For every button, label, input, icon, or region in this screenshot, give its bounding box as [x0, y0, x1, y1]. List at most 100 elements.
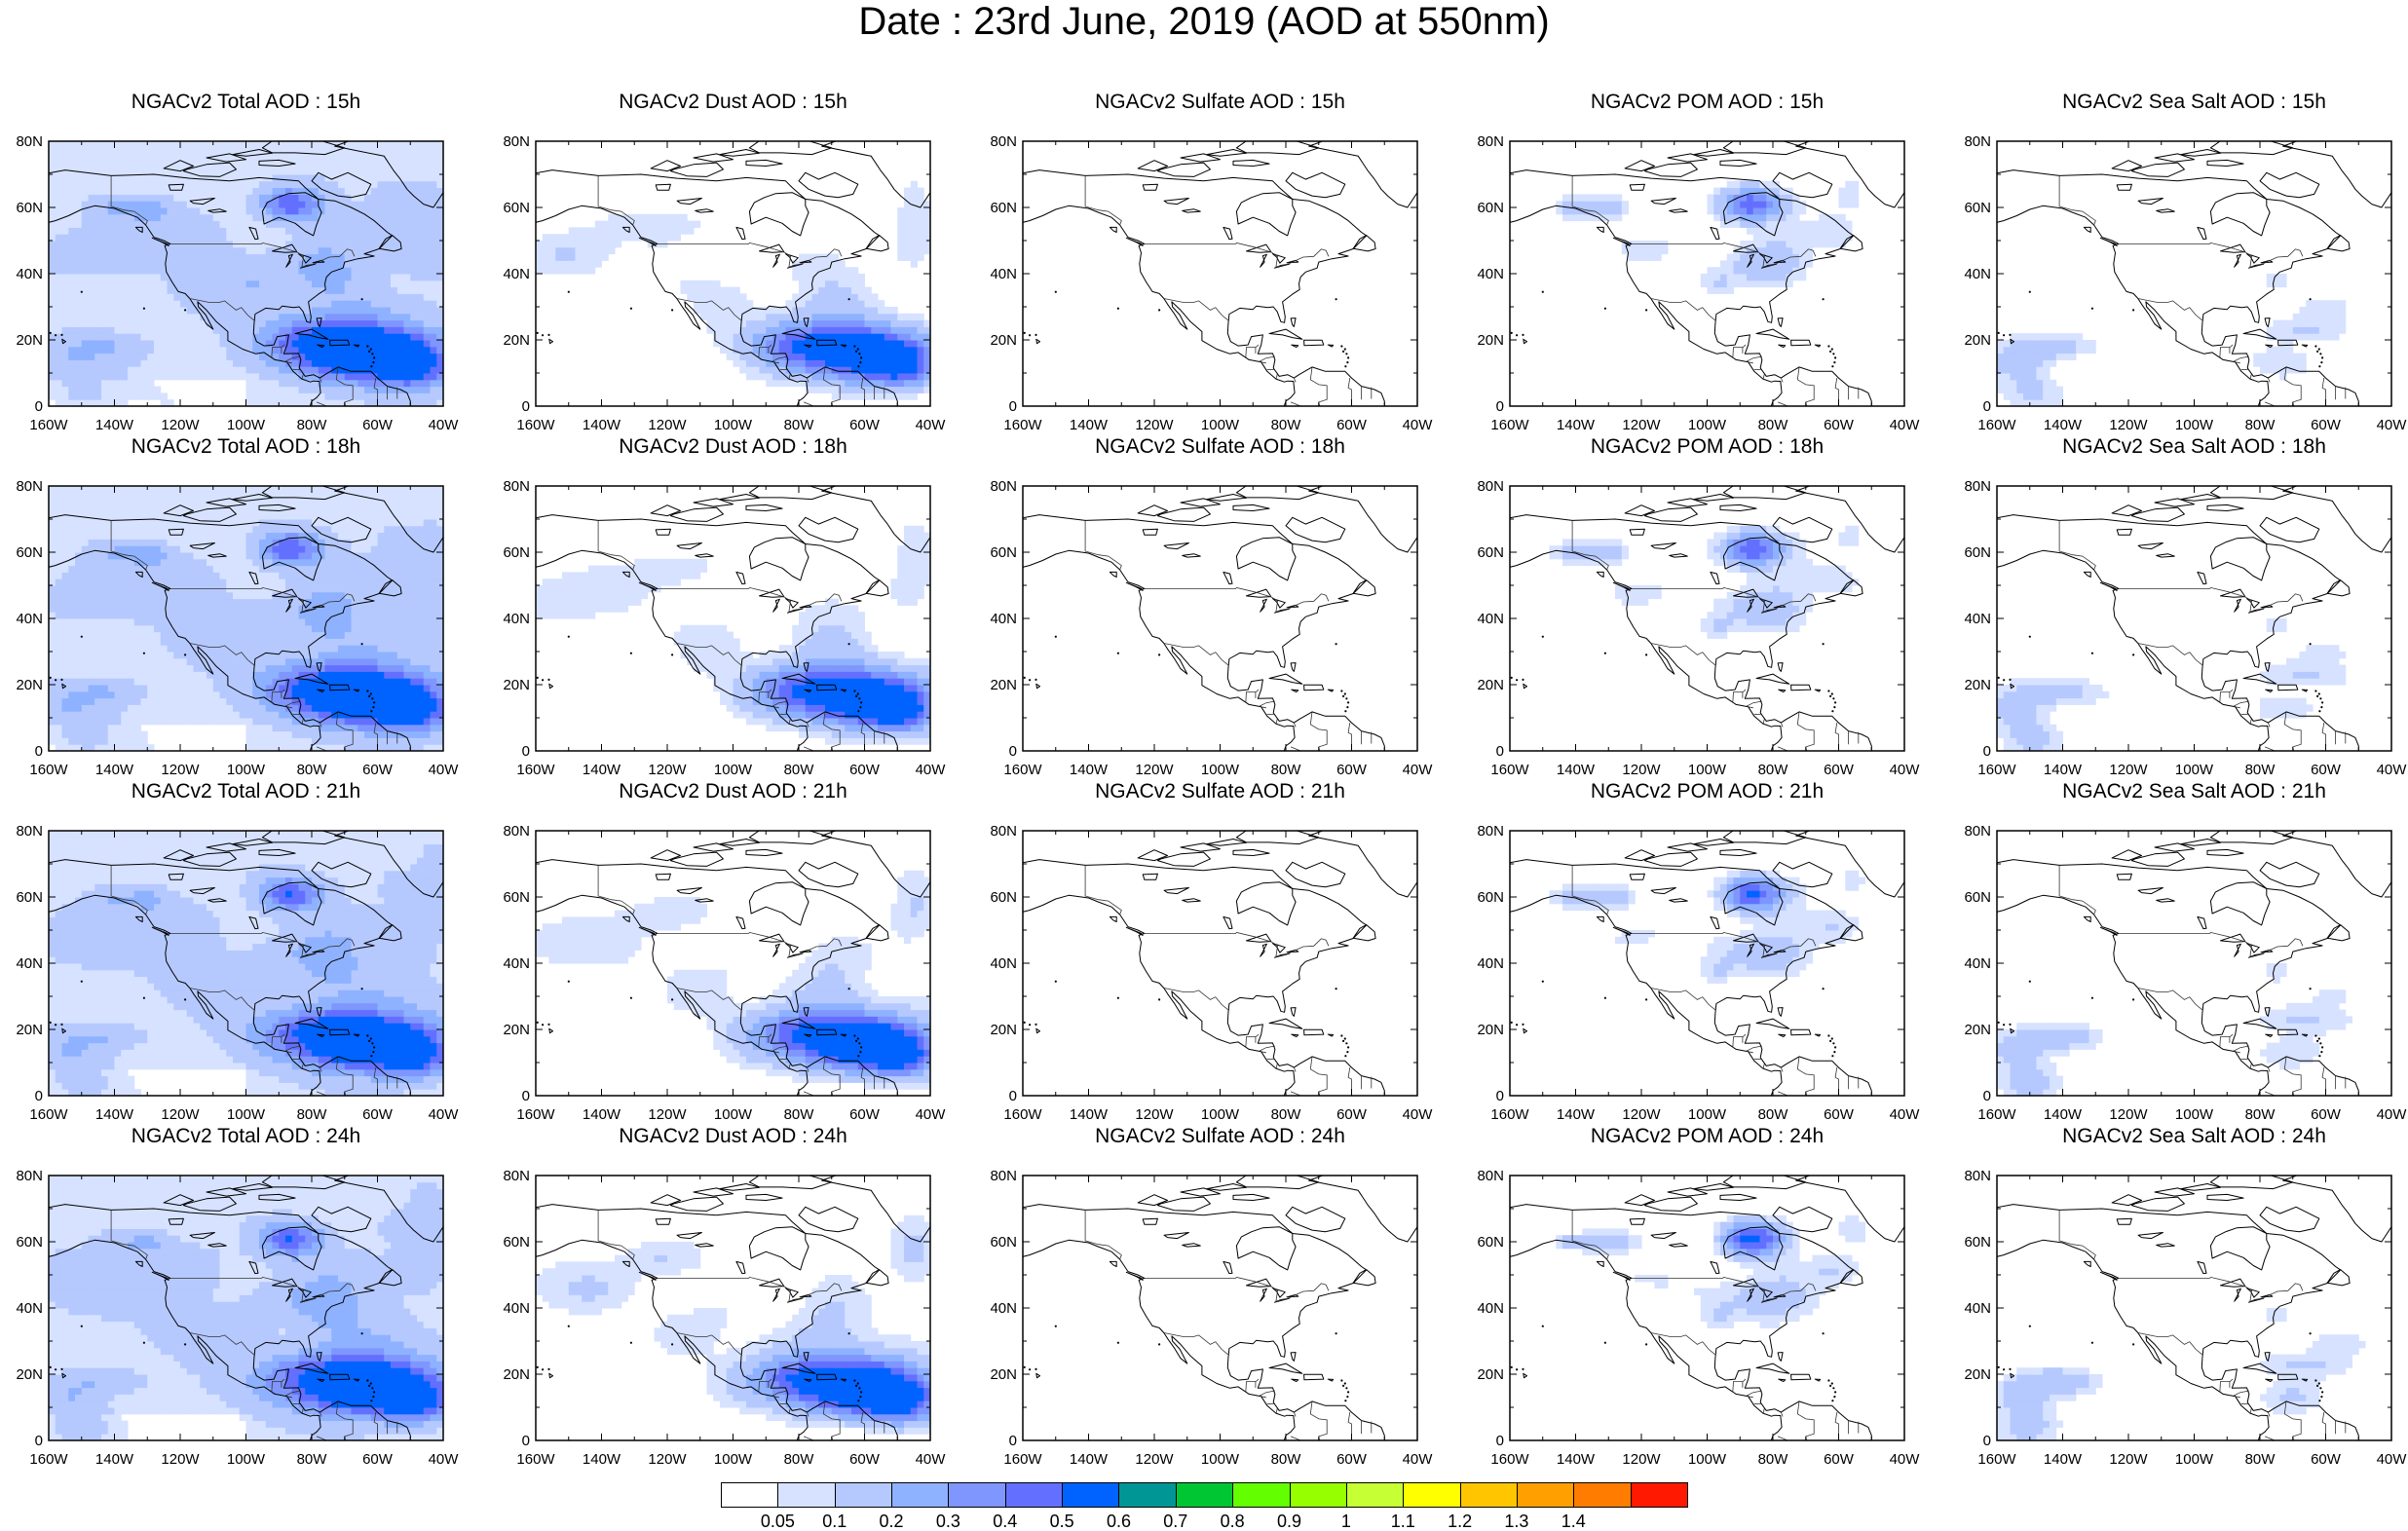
axis-ticks	[1996, 830, 2392, 1097]
coastlines	[536, 486, 930, 751]
coastlines	[49, 486, 443, 751]
borders	[2058, 175, 2347, 406]
map-panel-sea-aod: NGACv2 Sea Salt AOD : 18h 160W 140W 120W 100…	[1948, 434, 2408, 778]
lon-tick-label: 80W	[1758, 1451, 1789, 1468]
axis-ticks	[48, 485, 444, 752]
small-islands	[1023, 290, 1350, 368]
lon-tick-label: 120W	[1135, 762, 1174, 778]
panel-title: NGACv2 Sulfate AOD : 21h	[1095, 780, 1345, 803]
small-islands	[536, 290, 863, 368]
lon-tick-label: 60W	[2311, 762, 2342, 778]
lat-tick-label: 0	[1496, 1088, 1504, 1104]
map-panel-sulfate-aod: NGACv2 Sulfate AOD : 24h 160W 140W 120W 100W…	[974, 1124, 1461, 1468]
lon-tick-label: 80W	[297, 762, 328, 778]
lat-tick-label: 20N	[1477, 1366, 1504, 1383]
small-islands	[1023, 1325, 1350, 1402]
coastlines	[1023, 486, 1417, 751]
lat-tick-label: 40N	[503, 266, 530, 282]
lon-tick-label: 160W	[516, 1106, 555, 1123]
lon-tick-label: 120W	[161, 1451, 200, 1468]
borders	[110, 1210, 398, 1440]
panel-title: NGACv2 POM AOD : 21h	[1590, 780, 1825, 803]
lat-tick-label: 0	[1009, 743, 1017, 760]
lon-tick-label: 120W	[2109, 762, 2148, 778]
lon-tick-label: 80W	[297, 417, 328, 433]
lat-tick-label: 20N	[990, 677, 1017, 693]
panel-title: NGACv2 POM AOD : 24h	[1590, 1125, 1825, 1147]
lon-tick-label: 140W	[583, 762, 621, 778]
colorbar-label: 0.2	[879, 1512, 904, 1531]
lat-tick-label: 80N	[503, 1168, 530, 1184]
map-panel-sea-aod: NGACv2 Sea Salt AOD : 24h 160W 140W 120W 100…	[1948, 1124, 2408, 1468]
lat-tick-label: 80N	[990, 1168, 1017, 1184]
lon-tick-label: 40W	[1890, 417, 1921, 433]
lon-tick-label: 100W	[714, 1451, 753, 1468]
small-islands	[49, 290, 376, 368]
borders	[110, 520, 398, 751]
axis-ticks	[1509, 485, 1905, 752]
lat-tick-label: 60N	[1964, 200, 1991, 216]
colorbar-label: 1.1	[1390, 1512, 1415, 1531]
lat-tick-label: 60N	[16, 1234, 43, 1251]
lon-tick-label: 140W	[2044, 1451, 2083, 1468]
colorbar-label: 0.4	[993, 1512, 1018, 1531]
lon-tick-label: 120W	[648, 1451, 687, 1468]
lon-tick-label: 140W	[1557, 1451, 1596, 1468]
panel-title: NGACv2 POM AOD : 18h	[1590, 435, 1825, 458]
colorbar-label: 0.5	[1049, 1512, 1074, 1531]
lat-tick-label: 40N	[1477, 1300, 1504, 1317]
lon-tick-label: 80W	[2245, 417, 2276, 433]
aod-shading	[1556, 180, 1860, 294]
lon-tick-label: 100W	[714, 762, 753, 778]
colorbar-swatch	[1175, 1482, 1234, 1508]
colorbar-label: 0.9	[1277, 1512, 1302, 1531]
lat-tick-label: 0	[522, 743, 530, 760]
panel-title: NGACv2 Dust AOD : 21h	[619, 780, 847, 803]
map-panel-dust-aod: NGACv2 Dust AOD : 21h 160W 140W 120W 100W 80W…	[487, 779, 974, 1123]
colorbar: 0.05 0.1 0.2 0.3 0.4 0.5 0.6 0.7 0.8 0.9 1 1.1 1.2 1.…	[721, 1482, 1688, 1531]
lat-tick-label: 20N	[503, 1022, 530, 1038]
lon-tick-label: 120W	[1135, 417, 1174, 433]
lon-tick-label: 80W	[784, 1451, 815, 1468]
lon-tick-label: 60W	[362, 1106, 394, 1123]
small-islands	[49, 980, 376, 1058]
colorbar-swatch	[834, 1482, 893, 1508]
coastlines	[1997, 831, 2391, 1096]
aod-shading	[1556, 1214, 1865, 1328]
lon-tick-label: 80W	[784, 762, 815, 778]
lat-tick-label: 40N	[503, 1300, 530, 1317]
colorbar-label: 1.4	[1561, 1512, 1586, 1531]
lon-tick-label: 60W	[849, 417, 881, 433]
borders	[597, 520, 885, 751]
lat-tick-label: 40N	[990, 1300, 1017, 1317]
lon-tick-label: 80W	[1271, 417, 1302, 433]
lat-tick-label: 80N	[1964, 478, 1991, 495]
lon-tick-label: 140W	[95, 1451, 134, 1468]
lat-tick-label: 80N	[1477, 823, 1504, 840]
lon-tick-label: 80W	[297, 1106, 328, 1123]
axis-ticks	[535, 830, 931, 1097]
lat-tick-label: 80N	[16, 823, 43, 840]
aod-map: 160W 140W 120W 100W 80W 60W 40W 0 20N 40N 60N 80N	[1477, 1168, 1920, 1468]
panel-title: NGACv2 Sea Salt AOD : 18h	[2062, 435, 2326, 458]
small-islands	[1997, 1325, 2324, 1402]
panel-title: NGACv2 Dust AOD : 18h	[619, 435, 847, 458]
aod-map: 160W 140W 120W 100W 80W 60W 40W 0 20N 40N 60N 80N	[16, 478, 459, 778]
panel-title: NGACv2 Sea Salt AOD : 21h	[2062, 780, 2326, 803]
lat-tick-label: 80N	[1477, 478, 1504, 495]
colorbar-swatch	[1573, 1482, 1632, 1508]
lon-tick-label: 120W	[1622, 1106, 1661, 1123]
lat-tick-label: 60N	[503, 200, 530, 216]
lon-tick-label: 60W	[1824, 762, 1855, 778]
lon-tick-label: 40W	[429, 1451, 460, 1468]
aod-shading	[49, 831, 443, 1096]
lon-tick-label: 100W	[1201, 417, 1240, 433]
lat-tick-label: 20N	[990, 1366, 1017, 1383]
small-islands	[1023, 635, 1350, 713]
lat-tick-label: 40N	[1964, 1300, 1991, 1317]
map-frame	[1022, 1175, 1418, 1441]
lat-tick-label: 80N	[990, 823, 1017, 840]
borders	[1084, 865, 1373, 1096]
lon-tick-label: 160W	[1977, 1106, 2016, 1123]
borders	[1571, 175, 1860, 406]
